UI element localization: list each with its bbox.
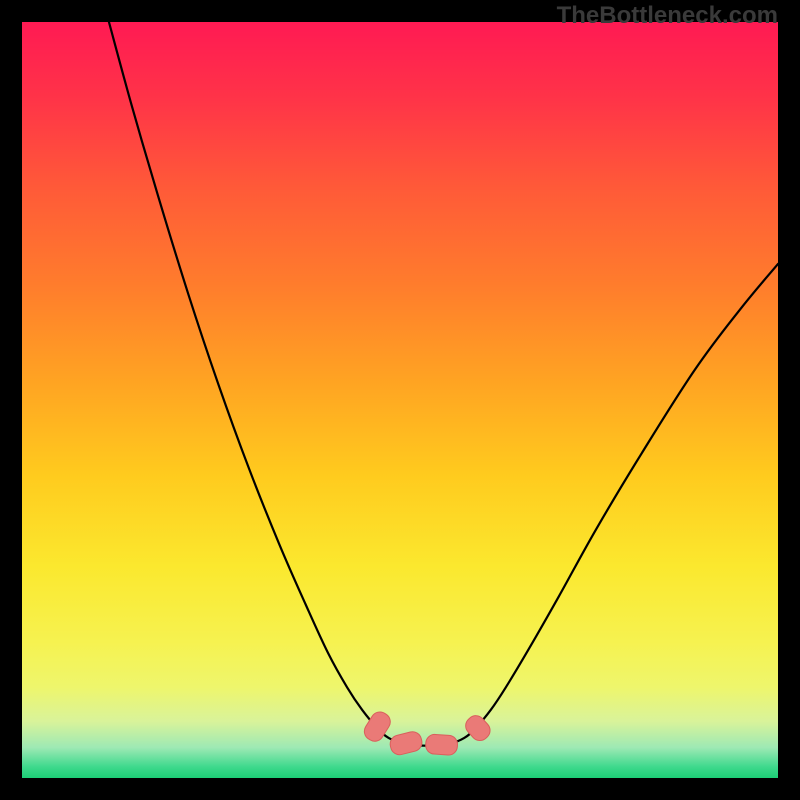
chart-frame: TheBottleneck.com <box>0 0 800 800</box>
highlight-capsule <box>425 734 458 756</box>
plot-svg <box>22 22 778 778</box>
watermark-text: TheBottleneck.com <box>557 2 778 30</box>
plot-area <box>22 22 778 778</box>
gradient-background <box>22 22 778 778</box>
